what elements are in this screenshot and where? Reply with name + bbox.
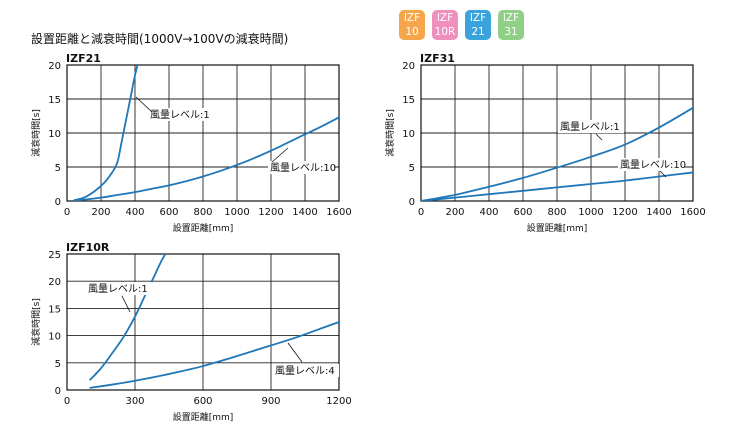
badge-izf31: IZF 31 [498, 10, 524, 40]
y-tick-label: 20 [48, 277, 61, 288]
x-tick-label: 1200 [258, 207, 283, 218]
series-label-bg [148, 108, 214, 121]
badge-line1: IZF [502, 12, 520, 24]
series-line [89, 321, 339, 389]
y-tick-label: 0 [55, 386, 61, 397]
series-line [73, 65, 139, 201]
x-axis-label: 設置距離[mm] [527, 222, 588, 234]
x-axis-label: 設置距離[mm] [173, 411, 234, 423]
series-label: 風量レベル:1 [560, 121, 620, 133]
x-tick-label: 900 [261, 396, 280, 407]
chart-izf21: IZF21 0 200 400 600 800 1000 1200 1400 1600 0 5 10 15… [30, 52, 352, 234]
y-tick-label: 10 [48, 129, 61, 140]
x-tick-label: 0 [64, 396, 70, 407]
badge-line1: IZF [469, 12, 487, 24]
chart-title: IZF31 [420, 52, 455, 65]
leader-line [659, 170, 667, 178]
chart-title: IZF10R [66, 241, 110, 254]
y-tick-label: 15 [48, 304, 61, 315]
series-label: 風量レベル:1 [150, 109, 210, 121]
plot-frame [66, 64, 340, 202]
y-tick-label: 20 [402, 61, 415, 72]
series-label: 風量レベル:10 [270, 162, 336, 174]
x-tick-label: 600 [159, 207, 178, 218]
badge-line1: IZF [436, 12, 454, 24]
chart-izf10r: IZF10R 0 300 600 900 1200 0 5 10 15 20 25 設置距離[mm] 減衰… [30, 241, 352, 423]
y-tick-label: 10 [402, 129, 415, 140]
leader-line [135, 96, 153, 113]
x-tick-label: 1200 [326, 396, 351, 407]
y-tick-label: 15 [48, 95, 61, 106]
x-tick-label: 600 [193, 396, 212, 407]
y-tick-label: 0 [55, 197, 61, 208]
y-tick-label: 5 [55, 163, 61, 174]
badge-line1: IZF [403, 12, 421, 24]
leader-line [271, 147, 289, 163]
x-tick-label: 1600 [680, 207, 705, 218]
series-label-bg [268, 161, 334, 174]
series-label: 風量レベル:1 [88, 283, 148, 295]
series-line [421, 107, 693, 201]
x-tick-label: 800 [193, 207, 212, 218]
y-tick-label: 20 [48, 61, 61, 72]
x-tick-label: 400 [479, 207, 498, 218]
y-tick-label: 15 [402, 95, 415, 106]
series-label-bg [618, 158, 684, 171]
y-tick-label: 25 [48, 250, 61, 261]
x-tick-label: 800 [547, 207, 566, 218]
badge-izf21: IZF 21 [465, 10, 491, 40]
series-label-bg [86, 282, 152, 295]
x-tick-label: 1200 [612, 207, 637, 218]
leader-line [121, 295, 131, 313]
y-axis-label: 減衰時間[s] [384, 109, 396, 157]
page-title: 設置距離と減衰時間(1000V→100Vの減衰時間) [31, 32, 289, 46]
series-label: 風量レベル:4 [275, 365, 335, 377]
x-tick-label: 1400 [292, 207, 317, 218]
x-tick-label: 1000 [578, 207, 603, 218]
badge-line2: 31 [504, 26, 518, 38]
x-tick-label: 400 [125, 207, 144, 218]
plot-frame [420, 64, 694, 202]
chart-title: IZF21 [66, 52, 101, 65]
x-tick-label: 600 [513, 207, 532, 218]
y-axis-label: 減衰時間[s] [30, 298, 42, 346]
series-line [421, 171, 693, 201]
x-tick-label: 200 [445, 207, 464, 218]
series-label: 風量レベル:10 [620, 159, 686, 171]
badge-line2: 10R [434, 26, 456, 38]
chart-izf31: IZF31 0 200 400 600 800 1000 1200 1400 1600 0 5 10 15… [384, 52, 706, 234]
badge-izf10r: IZF 10R [432, 10, 458, 40]
x-tick-label: 1400 [646, 207, 671, 218]
x-axis-label: 設置距離[mm] [173, 222, 234, 234]
series-line [73, 116, 339, 201]
y-tick-label: 0 [409, 197, 415, 208]
y-axis-label: 減衰時間[s] [30, 109, 42, 157]
badge-izf10: IZF 10 [399, 10, 425, 40]
x-tick-label: 1600 [326, 207, 351, 218]
badge-line2: 21 [471, 26, 485, 38]
x-tick-label: 300 [125, 396, 144, 407]
y-tick-label: 10 [48, 332, 61, 343]
x-tick-label: 200 [91, 207, 110, 218]
x-tick-label: 0 [418, 207, 424, 218]
badge-line2: 10 [405, 26, 419, 38]
y-tick-label: 5 [409, 163, 415, 174]
series-line [89, 254, 167, 381]
series-label-bg [273, 364, 339, 377]
leader-line [287, 342, 303, 363]
x-tick-label: 0 [64, 207, 70, 218]
y-tick-label: 5 [55, 359, 61, 370]
leader-line [595, 133, 603, 141]
series-label-bg [558, 120, 624, 133]
x-tick-label: 1000 [224, 207, 249, 218]
